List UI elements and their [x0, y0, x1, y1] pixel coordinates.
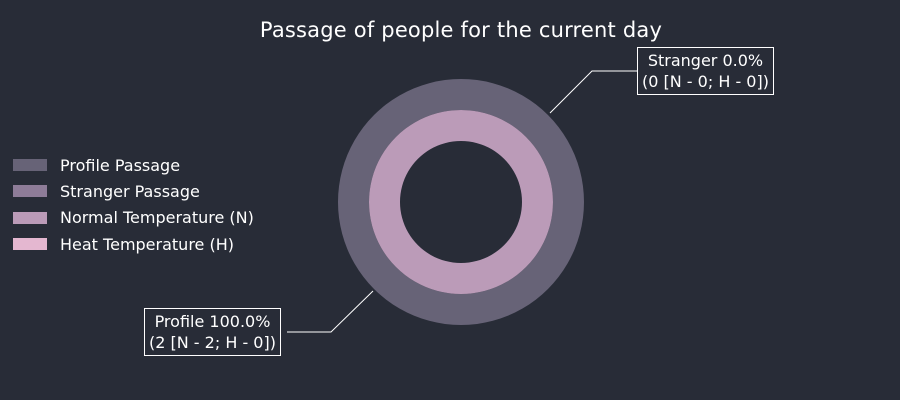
stranger-leader-line — [549, 70, 637, 114]
legend-label: Stranger Passage — [60, 181, 200, 201]
legend-item-stranger-passage: Stranger Passage — [13, 178, 254, 204]
legend: Profile Passage Stranger Passage Normal … — [13, 152, 254, 257]
stranger-annotation-line2: (0 [N - 0; H - 0]) — [642, 72, 769, 91]
legend-item-normal-temperature: Normal Temperature (N) — [13, 205, 254, 231]
legend-swatch — [13, 185, 47, 198]
chart-title: Passage of people for the current day — [259, 18, 663, 42]
stranger-annotation: Stranger 0.0% (0 [N - 0; H - 0]) — [637, 47, 774, 95]
legend-swatch — [13, 211, 47, 224]
profile-annotation: Profile 100.0% (2 [N - 2; H - 0]) — [144, 308, 281, 356]
profile-annotation-line2: (2 [N - 2; H - 0]) — [149, 333, 276, 352]
legend-label: Profile Passage — [60, 155, 181, 175]
legend-label: Normal Temperature (N) — [60, 208, 254, 228]
legend-swatch — [13, 238, 47, 251]
donut-slice-normal-temperature-n — [368, 110, 553, 295]
profile-annotation-line1: Profile 100.0% — [154, 312, 271, 331]
legend-label: Heat Temperature (H) — [60, 234, 234, 254]
legend-item-heat-temperature: Heat Temperature (H) — [13, 231, 254, 257]
profile-leader-line — [287, 290, 374, 333]
legend-swatch — [13, 159, 47, 172]
legend-item-profile-passage: Profile Passage — [13, 152, 254, 178]
stranger-annotation-line1: Stranger 0.0% — [647, 51, 764, 70]
